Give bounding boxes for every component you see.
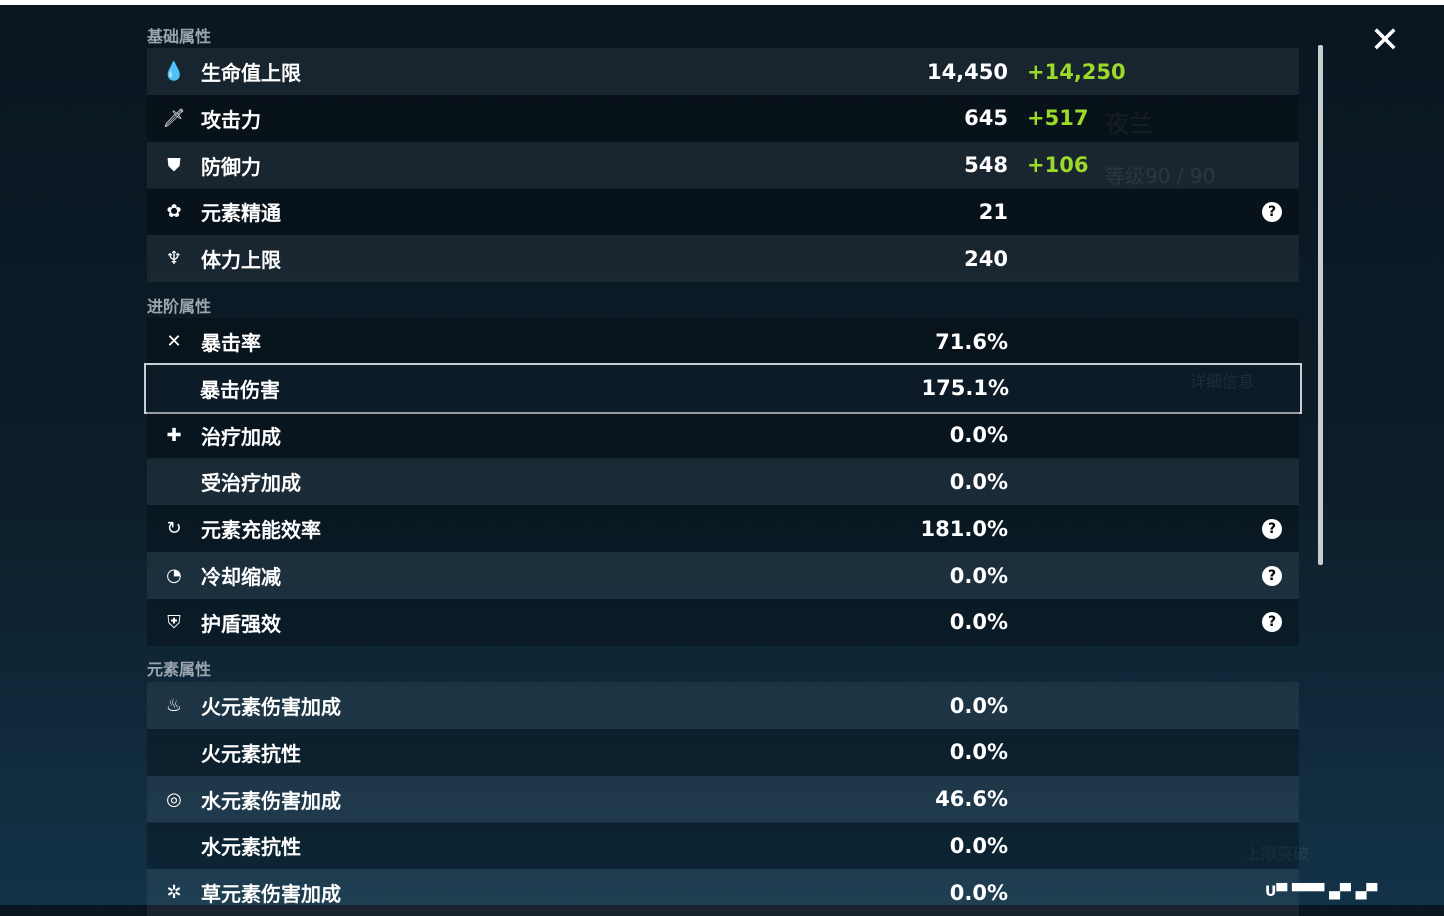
stat-row[interactable]: 💧 生命值上限 14,450 +14,250: [147, 48, 1299, 95]
stat-label: 元素精通: [201, 201, 281, 226]
stat-row[interactable]: ⛊ 防御力 548 +106: [147, 141, 1299, 189]
stat-bonus: +517: [1027, 106, 1089, 131]
help-icon[interactable]: ?: [1262, 201, 1282, 222]
stat-label: 草元素伤害加成: [201, 882, 341, 907]
stat-value: 46.6%: [935, 787, 1008, 812]
stat-row[interactable]: ◎ 水元素伤害加成 46.6%: [147, 775, 1299, 823]
hydro-icon: ◎: [166, 788, 182, 810]
stat-value: 175.1%: [921, 376, 1009, 401]
stat-value: 71.6%: [935, 329, 1008, 354]
section-title: 元素属性: [147, 660, 212, 679]
stat-label: 暴击率: [201, 331, 261, 355]
ascend-button: 上限突破: [1245, 844, 1310, 863]
stat-value: 0.0%: [949, 469, 1008, 494]
hp-drop-icon: 💧: [162, 61, 186, 82]
stat-value: 548: [964, 153, 1008, 178]
background-character-name: 夜兰: [1105, 110, 1153, 138]
stat-row[interactable]: ↻ 元素充能效率 181.0%?: [147, 505, 1299, 553]
stat-label: 暴击伤害: [200, 377, 280, 402]
stat-row[interactable]: ◔ 冷却缩减 0.0%?: [147, 552, 1299, 599]
stat-row[interactable]: ✲ 草元素伤害加成 0.0%: [147, 869, 1299, 916]
stat-label: 冷却缩减: [201, 565, 281, 589]
stat-row[interactable]: ✿ 元素精通 21?: [147, 188, 1299, 236]
stat-bonus: +14,250: [1027, 59, 1126, 84]
crit-dmg-icon: [162, 377, 184, 399]
help-icon[interactable]: ?: [1262, 565, 1282, 586]
stat-row[interactable]: 水元素抗性 0.0%: [147, 822, 1299, 870]
background-level: 等级90 / 90: [1105, 164, 1216, 188]
stat-value: 21: [978, 199, 1008, 224]
energy-recharge-icon: ↻: [166, 518, 182, 540]
stat-row[interactable]: ✕ 暴击率 71.6%: [147, 318, 1299, 365]
stat-value: 0.0%: [949, 563, 1008, 588]
window-top-border: [0, 0, 1444, 5]
stat-label: 护盾强效: [201, 611, 281, 636]
stat-label: 防御力: [201, 154, 261, 179]
stat-value: 14,450: [926, 59, 1008, 84]
section-title: 进阶属性: [147, 297, 212, 316]
stat-value: 240: [964, 246, 1008, 271]
healing-icon: ✚: [166, 424, 182, 446]
stat-value: 0.0%: [949, 423, 1008, 448]
stat-value: 0.0%: [949, 610, 1008, 635]
stat-row[interactable]: ✚ 治疗加成 0.0%: [147, 411, 1299, 459]
close-icon: ✕: [1369, 20, 1401, 61]
details-button: 详细信息: [1190, 372, 1255, 391]
overlay-artifact: U▀ ▀▀▀ ▄▀ ▄▀: [1265, 884, 1378, 900]
help-icon[interactable]: ?: [1262, 518, 1282, 539]
stat-label: 火元素抗性: [201, 741, 301, 766]
stat-value: 0.0%: [949, 880, 1008, 905]
close-button[interactable]: ✕: [1368, 23, 1402, 59]
stat-row[interactable]: ♨ 火元素伤害加成 0.0%: [147, 682, 1299, 729]
stat-label: 治疗加成: [201, 424, 281, 449]
stat-label: 火元素伤害加成: [201, 695, 341, 719]
stat-row[interactable]: 受治疗加成 0.0%: [147, 458, 1299, 506]
cooldown-icon: ◔: [166, 565, 182, 586]
stat-value: 181.0%: [920, 516, 1008, 541]
shield-strength-icon: ⛨: [167, 611, 181, 633]
stat-label: 生命值上限: [201, 61, 301, 85]
sword-icon: 🗡: [162, 107, 186, 129]
stat-value: 645: [964, 106, 1008, 131]
stat-label: 元素充能效率: [201, 518, 321, 543]
crit-rate-icon: ✕: [166, 331, 182, 352]
stat-row[interactable]: ⛨ 护盾强效 0.0%?: [147, 598, 1299, 646]
pyro-icon: ♨: [165, 695, 183, 716]
stat-row[interactable]: 火元素抗性 0.0%: [147, 728, 1299, 776]
stat-row[interactable]: 🗡 攻击力 645 +517: [147, 94, 1299, 142]
section-title: 基础属性: [147, 27, 212, 46]
stat-bonus: +106: [1027, 153, 1089, 178]
stat-label: 受治疗加成: [201, 471, 301, 496]
stat-value: 0.0%: [949, 833, 1008, 858]
scrollbar[interactable]: [1318, 45, 1323, 565]
elemental-mastery-icon: ✿: [166, 201, 182, 223]
stat-value: 0.0%: [949, 693, 1008, 718]
stat-label: 体力上限: [201, 248, 281, 273]
stat-row[interactable]: ♆ 体力上限 240: [147, 235, 1299, 283]
help-icon[interactable]: ?: [1262, 612, 1282, 633]
shield-icon: ⛊: [167, 154, 181, 176]
stat-label: 水元素抗性: [201, 835, 301, 860]
stat-label: 水元素伤害加成: [201, 788, 341, 813]
stat-label: 攻击力: [201, 107, 261, 132]
stamina-icon: ♆: [165, 248, 183, 270]
stat-value: 0.0%: [949, 740, 1008, 765]
stat-row[interactable]: 暴击伤害 175.1%: [144, 362, 1302, 414]
dendro-icon: ✲: [166, 882, 182, 904]
